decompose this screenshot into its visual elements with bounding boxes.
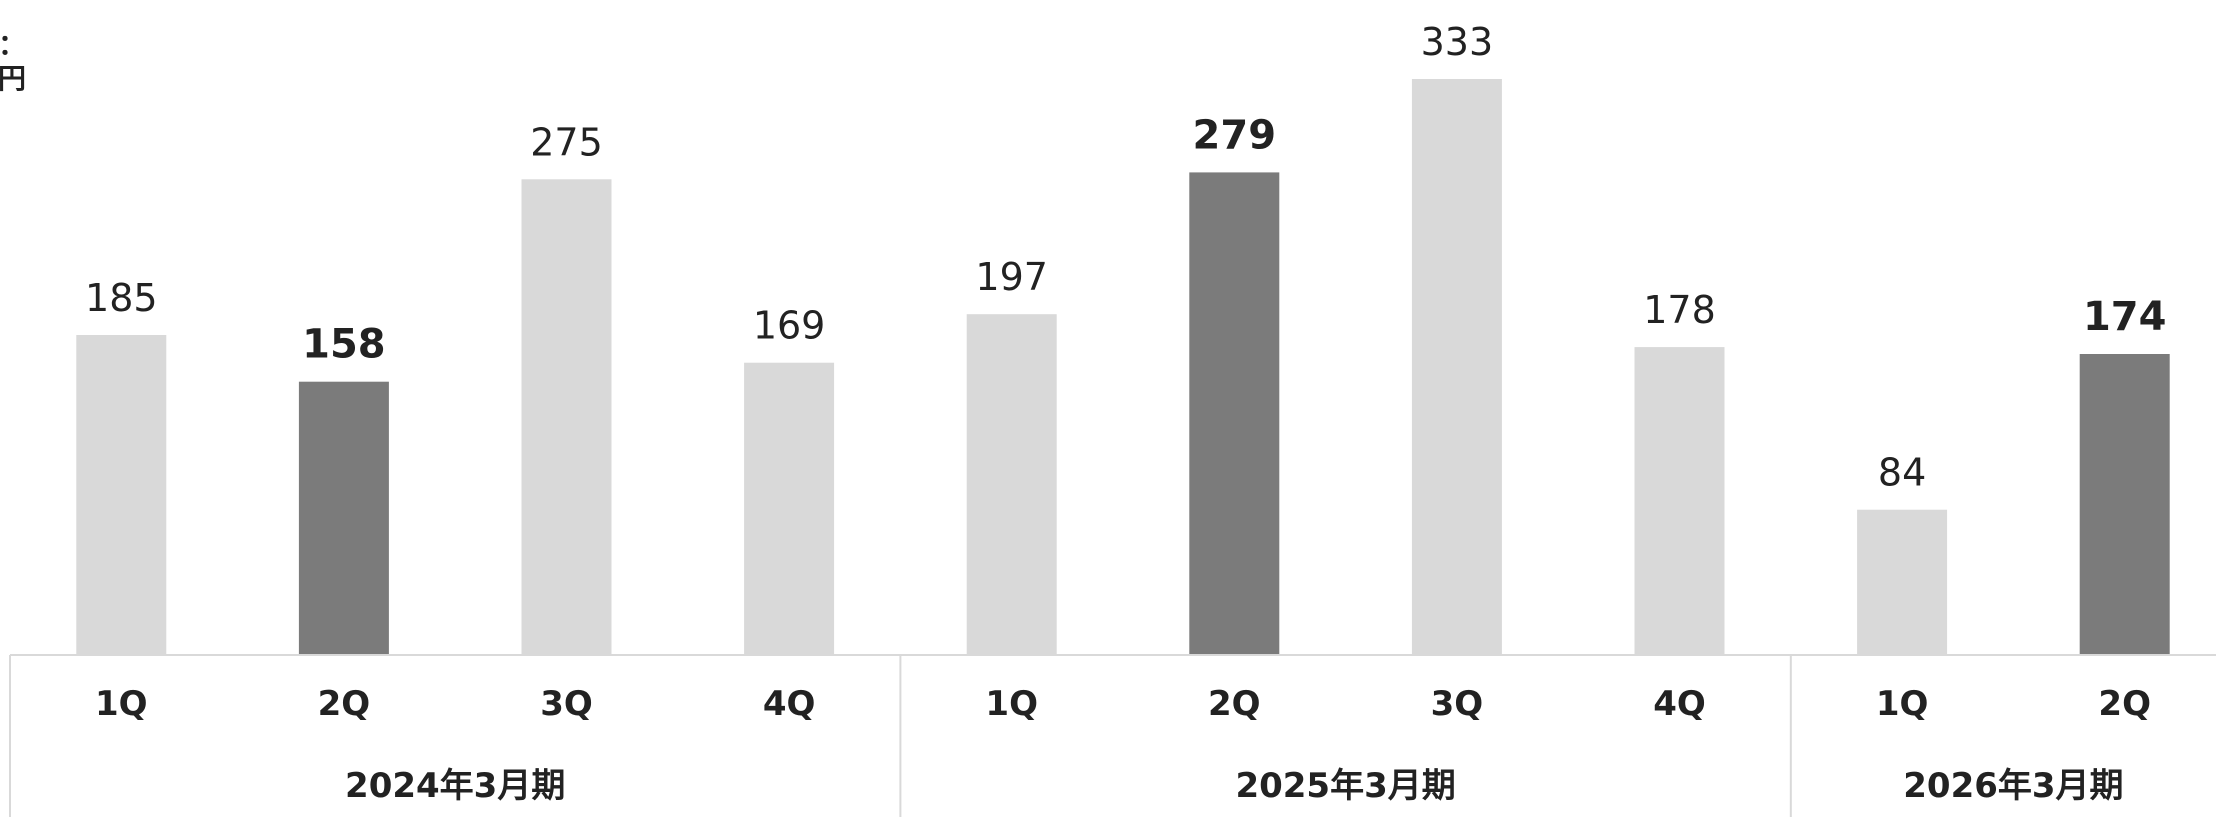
value-label-8: 178 bbox=[1643, 288, 1716, 332]
group-label-1: 2024年3月期 bbox=[345, 766, 565, 806]
group-label-2: 2025年3月期 bbox=[1235, 766, 1455, 806]
value-label-6: 279 bbox=[1193, 112, 1277, 158]
unit-label: ： 円 bbox=[0, 28, 27, 95]
value-label-7: 333 bbox=[1421, 20, 1494, 64]
category-label-7: 3Q bbox=[1431, 684, 1484, 724]
category-label-3: 3Q bbox=[540, 684, 593, 724]
category-label-5: 1Q bbox=[985, 684, 1038, 724]
value-label-3: 275 bbox=[530, 120, 603, 164]
category-label-9: 1Q bbox=[1876, 684, 1929, 724]
bar-4 bbox=[744, 362, 835, 655]
category-label-2: 2Q bbox=[318, 684, 371, 724]
value-label-4: 169 bbox=[753, 304, 826, 348]
bar-7 bbox=[1411, 79, 1502, 655]
value-label-9: 84 bbox=[1878, 451, 1926, 495]
bar-10 bbox=[2079, 354, 2170, 655]
group-label-3: 2026年3月期 bbox=[1903, 766, 2123, 806]
value-label-2: 158 bbox=[302, 322, 386, 368]
value-label-10: 174 bbox=[2083, 294, 2167, 340]
bar-8 bbox=[1634, 347, 1725, 655]
bar-1 bbox=[76, 335, 167, 655]
category-label-4: 4Q bbox=[763, 684, 816, 724]
bar-2 bbox=[298, 381, 389, 655]
value-label-5: 197 bbox=[975, 255, 1048, 299]
category-label-1: 1Q bbox=[95, 684, 148, 724]
category-label-8: 4Q bbox=[1653, 684, 1706, 724]
category-label-10: 2Q bbox=[2098, 684, 2151, 724]
bar-3 bbox=[521, 179, 612, 656]
bar-9 bbox=[1857, 509, 1948, 655]
category-label-6: 2Q bbox=[1208, 684, 1261, 724]
bar-6 bbox=[1189, 172, 1280, 655]
bar-5 bbox=[966, 314, 1057, 655]
value-label-1: 185 bbox=[85, 276, 158, 320]
